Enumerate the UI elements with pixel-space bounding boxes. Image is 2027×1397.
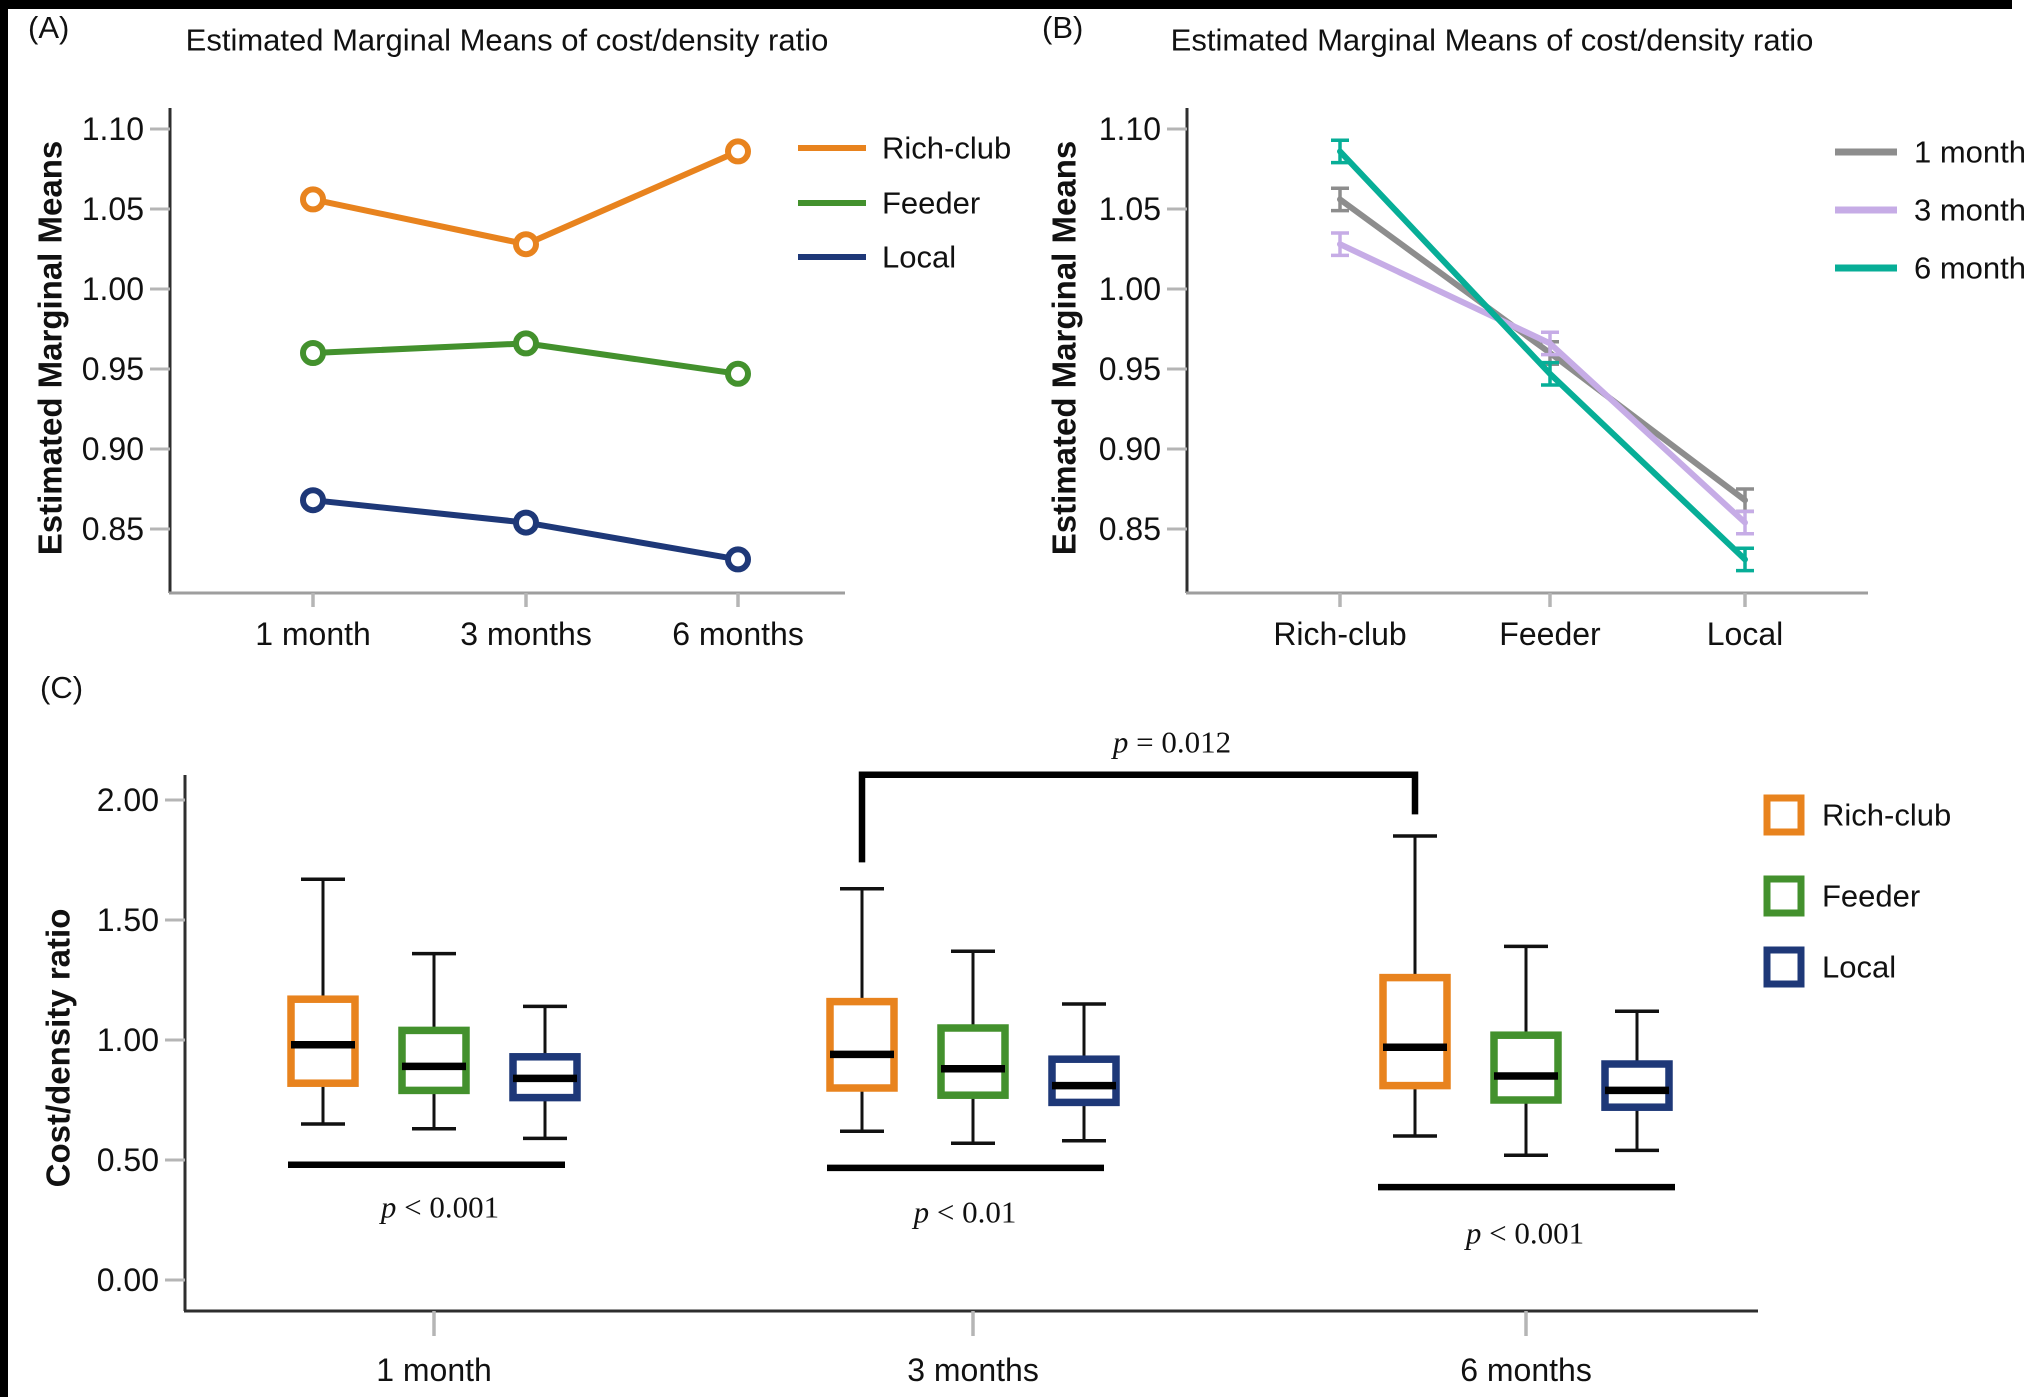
- panel-a-data-marker: [300, 340, 326, 366]
- panel-c-x-category-label: 1 month: [376, 1352, 492, 1388]
- panel-a-y-tick-label: 1.05: [81, 191, 144, 227]
- panel-b-yaxis-title: Estimated Marginal Means: [1045, 140, 1083, 556]
- panel-a-x-category-label: 6 months: [672, 616, 804, 652]
- panel-b-series-line-1 month: [1337, 196, 1748, 504]
- panel-b-x-category-label: Local: [1706, 616, 1784, 652]
- panel-b-series-line-6 months: [1337, 148, 1748, 563]
- panel-c-box-Rich-club: [826, 997, 898, 1092]
- panel-b-series-line-3 months: [1337, 241, 1748, 526]
- panel-a-title: Estimated Marginal Means of cost/density…: [185, 22, 829, 58]
- panel-b-y-tick-label: 1.00: [1098, 271, 1161, 307]
- panel-a-data-marker: [725, 138, 751, 165]
- panel-a-y-tick-label: 1.00: [81, 271, 144, 307]
- panel-c-label: (C): [40, 670, 84, 705]
- p-symbol: p: [380, 1189, 397, 1225]
- panel-a-legend-label: Rich-club: [882, 130, 1012, 166]
- panel-c-y-tick-label: 2.00: [96, 782, 159, 818]
- panel-a-label: (A): [28, 10, 70, 45]
- panel-b-y-tick-label: 1.05: [1098, 191, 1161, 227]
- panel-a-series-line-Rich-club: [310, 148, 741, 248]
- panel-a-x-category-label: 3 months: [460, 616, 592, 652]
- panel-a-x-category-label: 1 month: [255, 616, 371, 652]
- panel-c-box-Local: [1048, 1055, 1120, 1107]
- panel-b-y-tick-label: 0.90: [1098, 431, 1161, 467]
- panel-a-y-tick-label: 1.10: [81, 111, 144, 147]
- panel-a-legend-label: Local: [882, 239, 957, 275]
- panel-a-legend-label: Feeder: [882, 185, 981, 221]
- panel-a-data-marker: [725, 360, 751, 387]
- panel-b-y-tick-label: 0.95: [1098, 351, 1161, 387]
- panel-c-legend-swatch: [1763, 946, 1805, 988]
- figure-border-top: [0, 0, 2012, 9]
- panel-c-legend-swatch: [1763, 794, 1805, 836]
- panel-c-significance-pvalue: p < 0.001: [1465, 1215, 1585, 1251]
- panel-c-bracket-pvalue: p = 0.012: [1112, 724, 1232, 760]
- panel-c-box-Feeder: [398, 1026, 470, 1095]
- panel-c-y-tick-label: 0.00: [96, 1262, 159, 1298]
- panel-a-data-marker: [300, 487, 326, 514]
- panel-a-y-tick-label: 0.85: [81, 511, 144, 547]
- panel-b-legend-label: 1 month: [1914, 134, 2027, 170]
- panel-a-data-marker: [513, 509, 539, 536]
- panel-c-legend-swatch: [1763, 875, 1805, 917]
- panel-c-y-tick-label: 0.50: [96, 1142, 159, 1178]
- panel-b-x-category-label: Feeder: [1499, 616, 1601, 652]
- panel-c-legend-label: Rich-club: [1822, 797, 1952, 833]
- panel-a-yaxis-title: Estimated Marginal Means: [31, 140, 69, 556]
- panel-a-y-tick-label: 0.90: [81, 431, 144, 467]
- panel-c-x-category-label: 6 months: [1460, 1352, 1592, 1388]
- p-symbol: p: [1112, 724, 1129, 760]
- panel-a-data-marker: [300, 186, 326, 213]
- panel-c-legend-label: Local: [1822, 949, 1897, 985]
- panel-c-yaxis-title: Cost/density ratio: [39, 908, 77, 1188]
- panel-b-legend-label: 6 months: [1914, 250, 2027, 286]
- panel-a-data-marker: [725, 546, 751, 573]
- panel-c-box-Feeder: [1490, 1031, 1562, 1104]
- panel-c-comparison-bracket: [858, 771, 1419, 863]
- panel-c-legend-label: Feeder: [1822, 878, 1921, 914]
- panel-b-y-tick-label: 0.85: [1098, 511, 1161, 547]
- panel-c-box-Feeder: [937, 1024, 1009, 1099]
- panel-a-y-tick-label: 0.95: [81, 351, 144, 387]
- panel-c-box-Rich-club: [1379, 973, 1451, 1090]
- panel-c-y-tick-label: 1.00: [96, 1022, 159, 1058]
- panel-c-y-tick-label: 1.50: [96, 902, 159, 938]
- panel-b-label: (B): [1042, 10, 1084, 45]
- panel-b-x-category-label: Rich-club: [1273, 616, 1407, 652]
- panel-c-box-Local: [1601, 1060, 1673, 1111]
- panel-a-data-marker: [513, 330, 539, 357]
- p-symbol: p: [1465, 1215, 1482, 1251]
- panel-c-significance-pvalue: p < 0.001: [380, 1189, 500, 1225]
- figure-border-left: [0, 0, 8, 1397]
- panel-b-title: Estimated Marginal Means of cost/density…: [1170, 22, 1814, 58]
- panel-c-significance-pvalue: p < 0.01: [913, 1194, 1017, 1230]
- panel-b-legend-label: 3 months: [1914, 192, 2027, 228]
- panel-c-x-category-label: 3 months: [907, 1352, 1039, 1388]
- panel-b-y-tick-label: 1.10: [1098, 111, 1161, 147]
- p-symbol: p: [913, 1194, 930, 1230]
- panel-a-data-marker: [513, 231, 539, 258]
